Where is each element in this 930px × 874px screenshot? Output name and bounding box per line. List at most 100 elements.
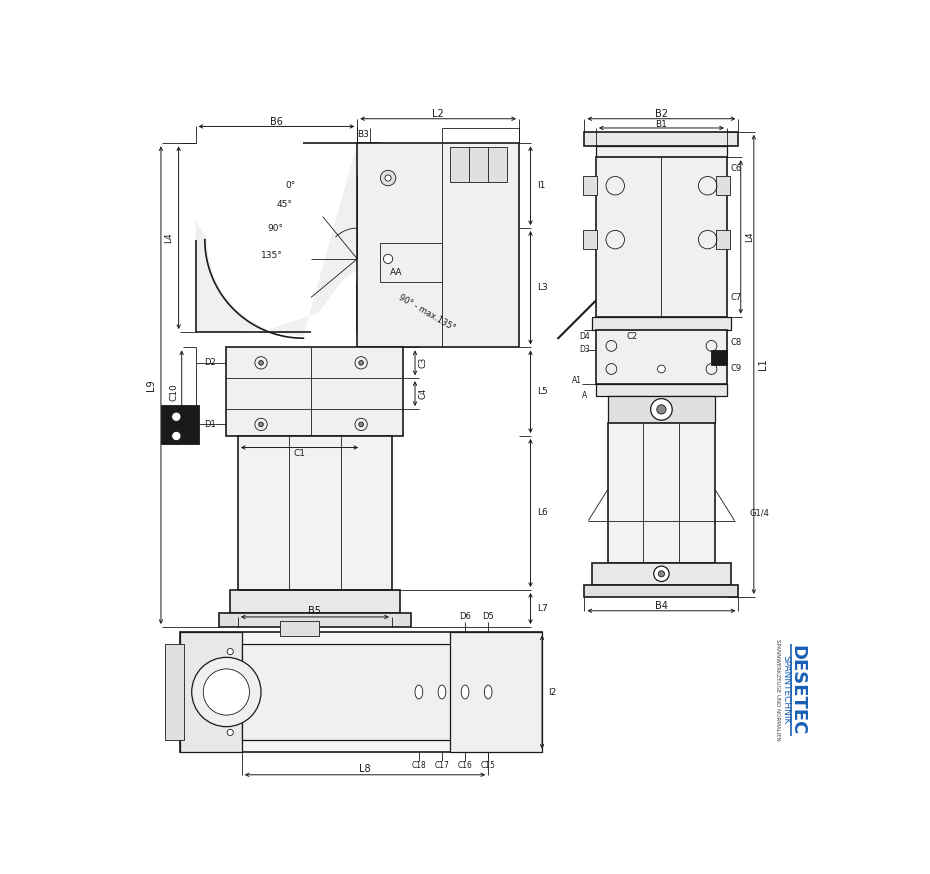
Bar [584,585,738,597]
Text: DESETEC: DESETEC [789,645,806,735]
Bar [226,348,404,436]
Bar [596,385,727,396]
Text: C2: C2 [627,332,638,341]
Circle shape [658,365,665,373]
Bar [596,157,727,316]
Text: I1: I1 [537,181,545,191]
Circle shape [359,422,364,427]
Text: L4: L4 [164,232,173,243]
Text: C4: C4 [418,388,427,399]
Text: C1: C1 [294,449,306,458]
Bar [607,396,715,423]
Text: A1: A1 [572,376,582,385]
Text: 90° - max.135°: 90° - max.135° [397,293,457,333]
Bar [161,406,199,444]
Circle shape [654,566,669,581]
Bar [219,613,411,627]
Bar [584,132,738,146]
Bar [716,177,730,195]
Bar [165,644,184,740]
Bar [711,350,727,365]
Bar [450,632,542,752]
Bar [596,330,727,385]
Text: D1: D1 [205,420,217,429]
Text: AA: AA [390,268,402,277]
Text: B4: B4 [655,601,668,611]
Text: C16: C16 [458,761,472,770]
Circle shape [651,399,672,420]
Text: C7: C7 [731,293,742,302]
Bar [357,143,519,348]
Ellipse shape [438,685,445,699]
Text: L6: L6 [537,509,548,517]
Bar [238,436,392,590]
Circle shape [657,405,666,414]
Text: SPANNTECHNIK: SPANNTECHNIK [781,656,790,725]
Bar [380,244,442,282]
Text: I2: I2 [549,688,556,697]
Text: 135°: 135° [261,251,283,260]
Text: A: A [581,392,587,400]
Text: C10: C10 [169,383,179,400]
Text: 45°: 45° [276,200,292,210]
Text: C18: C18 [411,761,426,770]
Circle shape [658,571,665,577]
Text: C8: C8 [731,337,742,346]
Ellipse shape [461,685,469,699]
Ellipse shape [415,685,423,699]
Bar [180,632,242,752]
Text: B3: B3 [357,129,369,139]
Text: B5: B5 [309,606,322,616]
Text: L3: L3 [537,283,548,292]
Text: D2: D2 [205,358,217,367]
Text: L5: L5 [537,387,548,396]
Text: D5: D5 [483,613,494,621]
Polygon shape [195,143,357,336]
Text: C9: C9 [731,364,742,373]
Circle shape [192,657,261,726]
Text: L2: L2 [432,109,444,119]
Text: G1/4: G1/4 [750,509,770,517]
Bar [583,231,597,249]
Bar [592,563,731,585]
Circle shape [227,729,233,736]
Bar [592,316,731,330]
Circle shape [383,254,392,263]
Text: C6: C6 [731,164,742,173]
Text: B2: B2 [655,109,668,119]
Circle shape [172,432,181,440]
Bar [583,177,597,195]
Text: SPANNWERKZEUGE UND NORMALIEN: SPANNWERKZEUGE UND NORMALIEN [776,639,780,741]
Ellipse shape [485,685,492,699]
Text: 90°: 90° [267,224,283,232]
Bar [280,621,319,636]
Text: L7: L7 [537,604,548,613]
Bar [231,590,400,613]
Circle shape [385,175,392,181]
Circle shape [259,360,263,365]
Circle shape [227,649,233,655]
Text: C15: C15 [481,761,496,770]
Bar [242,644,465,740]
Text: D4: D4 [579,332,590,341]
Text: L9: L9 [146,379,156,391]
Circle shape [359,360,364,365]
Text: C17: C17 [434,761,449,770]
Bar [450,147,508,182]
Circle shape [204,669,249,715]
Bar [607,423,715,563]
Text: B6: B6 [270,117,283,127]
Bar [716,231,730,249]
Bar [180,632,542,752]
Circle shape [259,422,263,427]
Text: D6: D6 [459,613,471,621]
Text: D3: D3 [579,345,590,354]
Text: B1: B1 [656,120,668,128]
Bar [596,146,727,157]
Text: 0°: 0° [286,181,296,191]
Circle shape [380,170,396,186]
Text: L1: L1 [758,358,768,371]
Text: L8: L8 [359,765,371,774]
Text: L4: L4 [746,232,754,242]
Circle shape [172,413,181,421]
